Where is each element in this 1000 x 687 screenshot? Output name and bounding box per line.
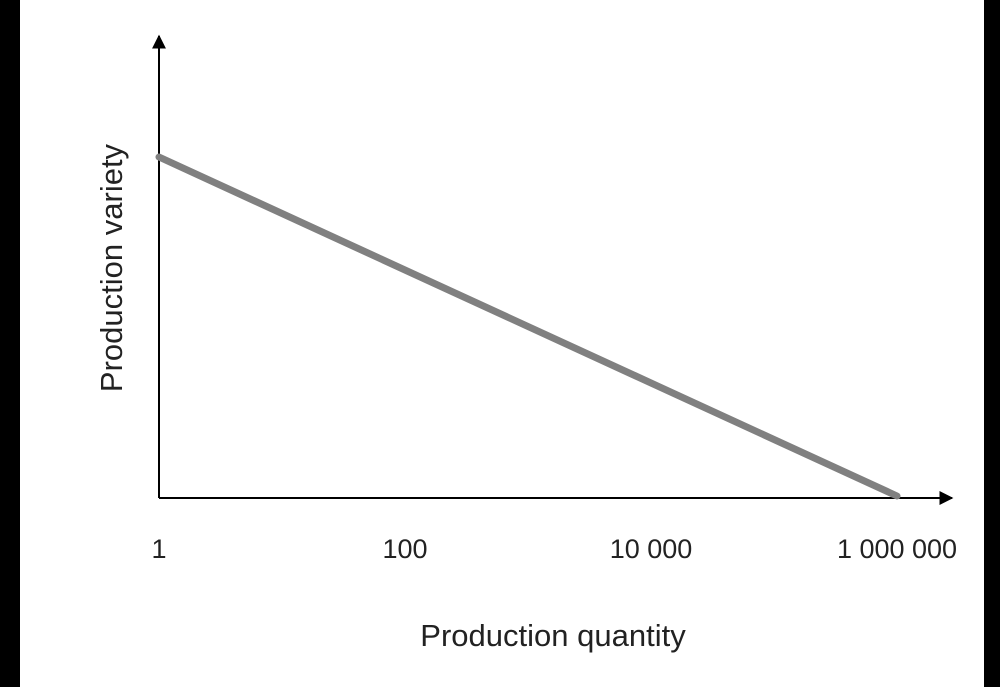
x-tick-label: 1: [151, 534, 166, 564]
x-tick-label: 100: [382, 534, 427, 564]
chart-svg: 1 100 10 000 1 000 000 Production quantity …: [94, 34, 957, 653]
x-tick-labels: 1 100 10 000 1 000 000: [151, 534, 957, 564]
series-layer: [155, 153, 901, 500]
y-axis-title: Production variety: [94, 143, 129, 392]
x-tick-label: 10 000: [610, 534, 693, 564]
x-axis-title: Production quantity: [420, 618, 686, 653]
x-tick-label: 1 000 000: [837, 534, 957, 564]
chart-frame: 1 100 10 000 1 000 000 Production quantity …: [20, 0, 984, 687]
series-line: [155, 153, 901, 500]
